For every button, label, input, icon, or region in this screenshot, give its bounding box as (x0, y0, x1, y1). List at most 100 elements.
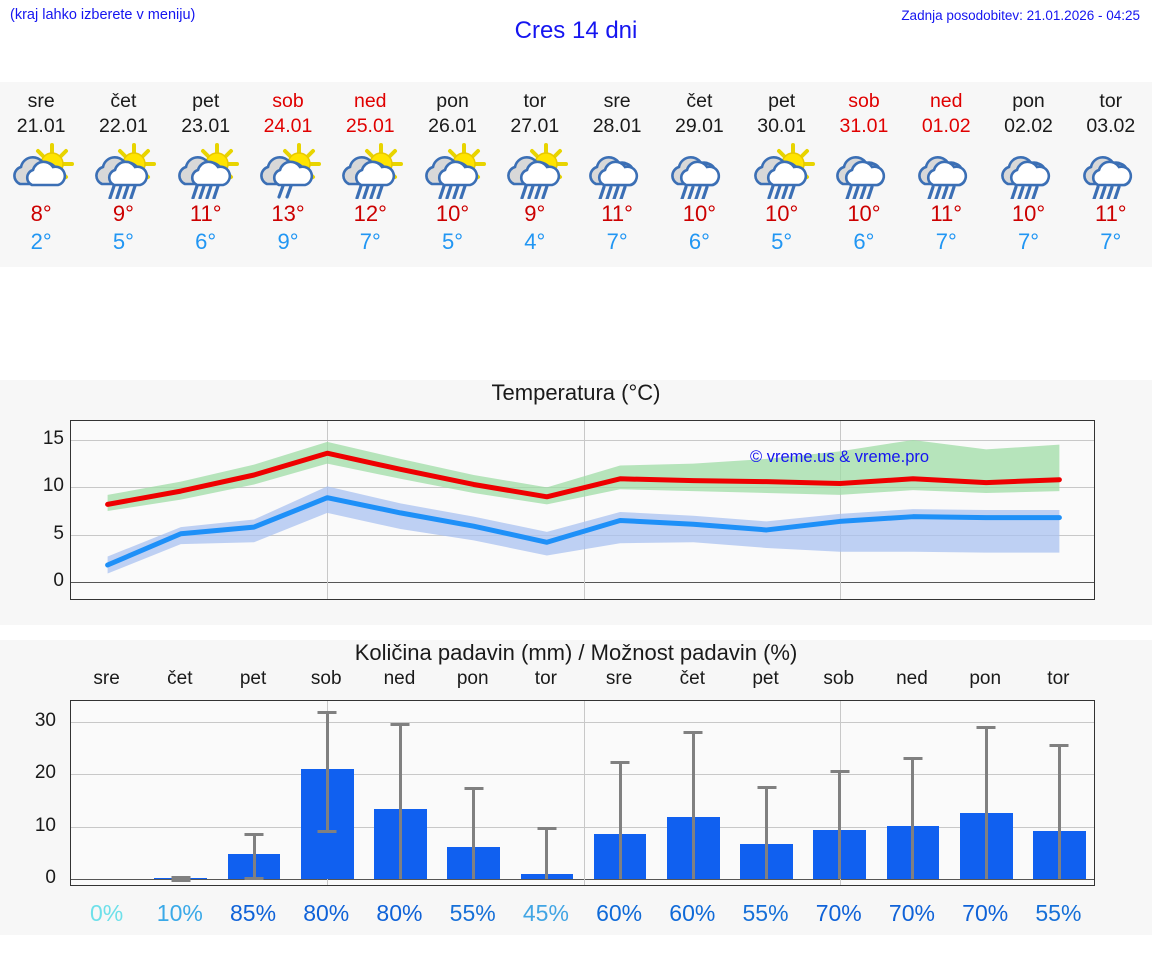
precipitation-day-label: pet (752, 668, 779, 689)
temp-min: 9° (277, 229, 299, 254)
y-axis-tick-label: 20 (34, 762, 56, 784)
precipitation-probability: 85% (230, 900, 277, 926)
day-date: 21.01 (16, 115, 66, 137)
day-column[interactable]: pet 30.01 10° 5° (741, 82, 823, 267)
precipitation-probability: 80% (376, 900, 423, 926)
error-bar-cap (1049, 743, 1069, 747)
day-column[interactable]: čet 22.01 9° 5° (82, 82, 164, 267)
precipitation-plot-area (70, 700, 1095, 886)
error-bar (325, 711, 329, 831)
temp-max: 11° (601, 201, 633, 226)
precipitation-chart-title: Količina padavin (mm) / Možnost padavin … (354, 640, 798, 665)
temp-min: 4° (524, 229, 546, 254)
day-of-week: tor (1099, 90, 1123, 112)
day-column[interactable]: ned 01.02 11° 7° (905, 82, 987, 267)
precipitation-day-label: tor (1047, 668, 1070, 689)
precipitation-probability: 70% (888, 900, 935, 926)
day-column[interactable]: pon 26.01 10° 5° (411, 82, 493, 267)
temp-min: 7° (1100, 229, 1122, 254)
cloud-rain-icon (578, 142, 656, 199)
day-date: 23.01 (181, 115, 231, 137)
temp-min: 6° (688, 229, 710, 254)
precipitation-probability: 55% (1035, 900, 1082, 926)
error-bar-cap (464, 786, 484, 790)
day-column[interactable]: sre 21.01 8° 2° (0, 82, 82, 267)
cloud-rain-icon (660, 142, 738, 199)
error-bar-cap (317, 711, 337, 715)
day-date: 01.02 (921, 115, 971, 137)
watermark-text: © vreme.us & vreme.pro (750, 448, 930, 466)
y-axis-tick-label: 0 (45, 867, 56, 889)
location-menu-note[interactable]: (kraj lahko izberete v meniju) (10, 7, 196, 23)
temp-min: 6° (853, 229, 875, 254)
day-column[interactable]: pet 23.01 11° 6° (165, 82, 247, 267)
temp-max: 11° (1094, 201, 1127, 226)
temperature-chart: Temperatura (°C) 0 5 10 15 © vreme.us & vre… (0, 380, 1152, 625)
y-axis-tick-label: 30 (34, 709, 56, 731)
day-of-week: tor (523, 90, 547, 112)
sun-cloud-rain-icon (743, 142, 821, 199)
temperature-plot-area (70, 420, 1095, 600)
error-bar-cap (171, 875, 191, 879)
temp-max: 10° (1011, 201, 1046, 226)
sun-cloud-icon (2, 142, 80, 199)
day-of-week: sre (603, 90, 631, 112)
precipitation-day-label: ned (383, 668, 416, 689)
day-column[interactable]: sob 31.01 10° 6° (823, 82, 905, 267)
temp-max: 11° (189, 201, 222, 226)
sun-cloud-rain-icon (84, 142, 162, 199)
error-bar (398, 723, 402, 880)
sun-cloud-rain-icon (249, 142, 327, 199)
vertical-gridline (839, 421, 841, 599)
temp-min: 5° (112, 229, 134, 254)
y-axis-tick-label: 10 (34, 814, 56, 836)
day-of-week: ned (929, 90, 963, 112)
page-header: (kraj lahko izberete v meniju) Cres 14 d… (0, 0, 1152, 82)
precipitation-day-label: pon (969, 668, 1002, 689)
day-column[interactable]: sob 24.01 13° 9° (247, 82, 329, 267)
temp-min: 2° (30, 229, 52, 254)
temp-min: 7° (935, 229, 957, 254)
day-column[interactable]: pon 02.02 10° 7° (987, 82, 1069, 267)
precipitation-probability: 60% (596, 900, 643, 926)
day-column[interactable]: čet 29.01 10° 6° (658, 82, 740, 267)
cloud-rain-icon (1072, 142, 1150, 199)
cloud-rain-icon (990, 142, 1068, 199)
precipitation-day-label: ned (896, 668, 928, 689)
day-date: 03.02 (1086, 115, 1136, 137)
day-of-week: sre (27, 90, 55, 112)
temp-max: 10° (682, 201, 717, 226)
error-bar (545, 826, 549, 880)
sun-cloud-rain-icon (331, 142, 409, 199)
precipitation-probability: 0% (89, 900, 124, 926)
day-column[interactable]: tor 27.01 9° 4° (494, 82, 576, 267)
day-date: 30.01 (757, 115, 807, 137)
error-bar (911, 757, 915, 880)
day-date: 29.01 (674, 115, 724, 137)
day-date: 31.01 (839, 115, 889, 137)
error-bar-cap (610, 761, 630, 765)
error-bar (1057, 743, 1061, 880)
error-bar-cap (757, 785, 777, 789)
day-date: 28.01 (592, 115, 642, 137)
day-column[interactable]: sre 28.01 11° 7° (576, 82, 658, 267)
cloud-rain-icon (825, 142, 903, 199)
day-of-week: pon (1012, 90, 1045, 112)
day-column[interactable]: ned 25.01 12° 7° (329, 82, 411, 267)
sun-cloud-rain-icon (414, 142, 492, 199)
y-axis-tick-label: 15 (42, 427, 64, 449)
error-bar-cap (244, 832, 264, 836)
precipitation-day-label: pon (456, 668, 489, 689)
precipitation-probability: 55% (449, 900, 496, 926)
error-bar-cap (683, 730, 703, 734)
precipitation-probability: 55% (742, 900, 789, 926)
precipitation-day-label: sob (823, 668, 855, 689)
day-date: 24.01 (263, 115, 313, 137)
precipitation-day-label: sre (605, 668, 633, 689)
day-of-week: sob (272, 90, 304, 112)
day-of-week: pet (192, 90, 220, 112)
error-bar-cap (976, 726, 996, 730)
precipitation-day-label: čet (679, 668, 705, 689)
day-column[interactable]: tor 03.02 11° 7° (1070, 82, 1152, 267)
day-date: 22.01 (99, 115, 148, 137)
